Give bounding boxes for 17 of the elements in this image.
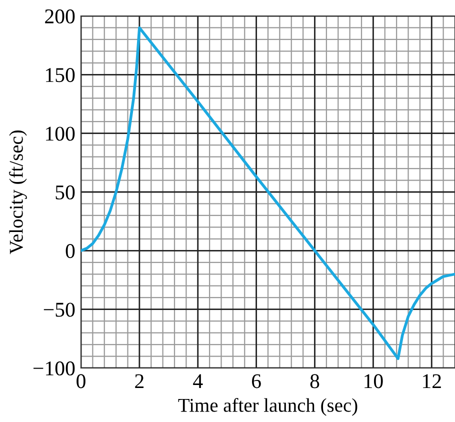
x-tick-label: 8 (310, 374, 320, 388)
y-tick-label: 50 (56, 185, 75, 200)
y-tick-label: 150 (46, 68, 75, 82)
line-series (81, 26, 455, 360)
y-tick-label: 100 (46, 126, 75, 141)
y-tick-label: −50 (44, 302, 75, 317)
x-tick-label: 0 (76, 374, 86, 388)
y-axis-title: Velocity (ft/sec) (9, 130, 27, 254)
x-tick-label: 2 (135, 374, 144, 388)
x-tick-label: 10 (364, 374, 383, 388)
x-tick-label: 6 (252, 374, 261, 388)
x-tick-label: 12 (423, 374, 441, 388)
y-tick-label: 200 (45, 9, 75, 24)
x-tick-label: 4 (193, 374, 203, 388)
y-tick-label: −100 (33, 361, 75, 376)
x-axis-title: Time after launch (sec) (178, 398, 358, 416)
y-tick-label: 0 (66, 244, 75, 258)
